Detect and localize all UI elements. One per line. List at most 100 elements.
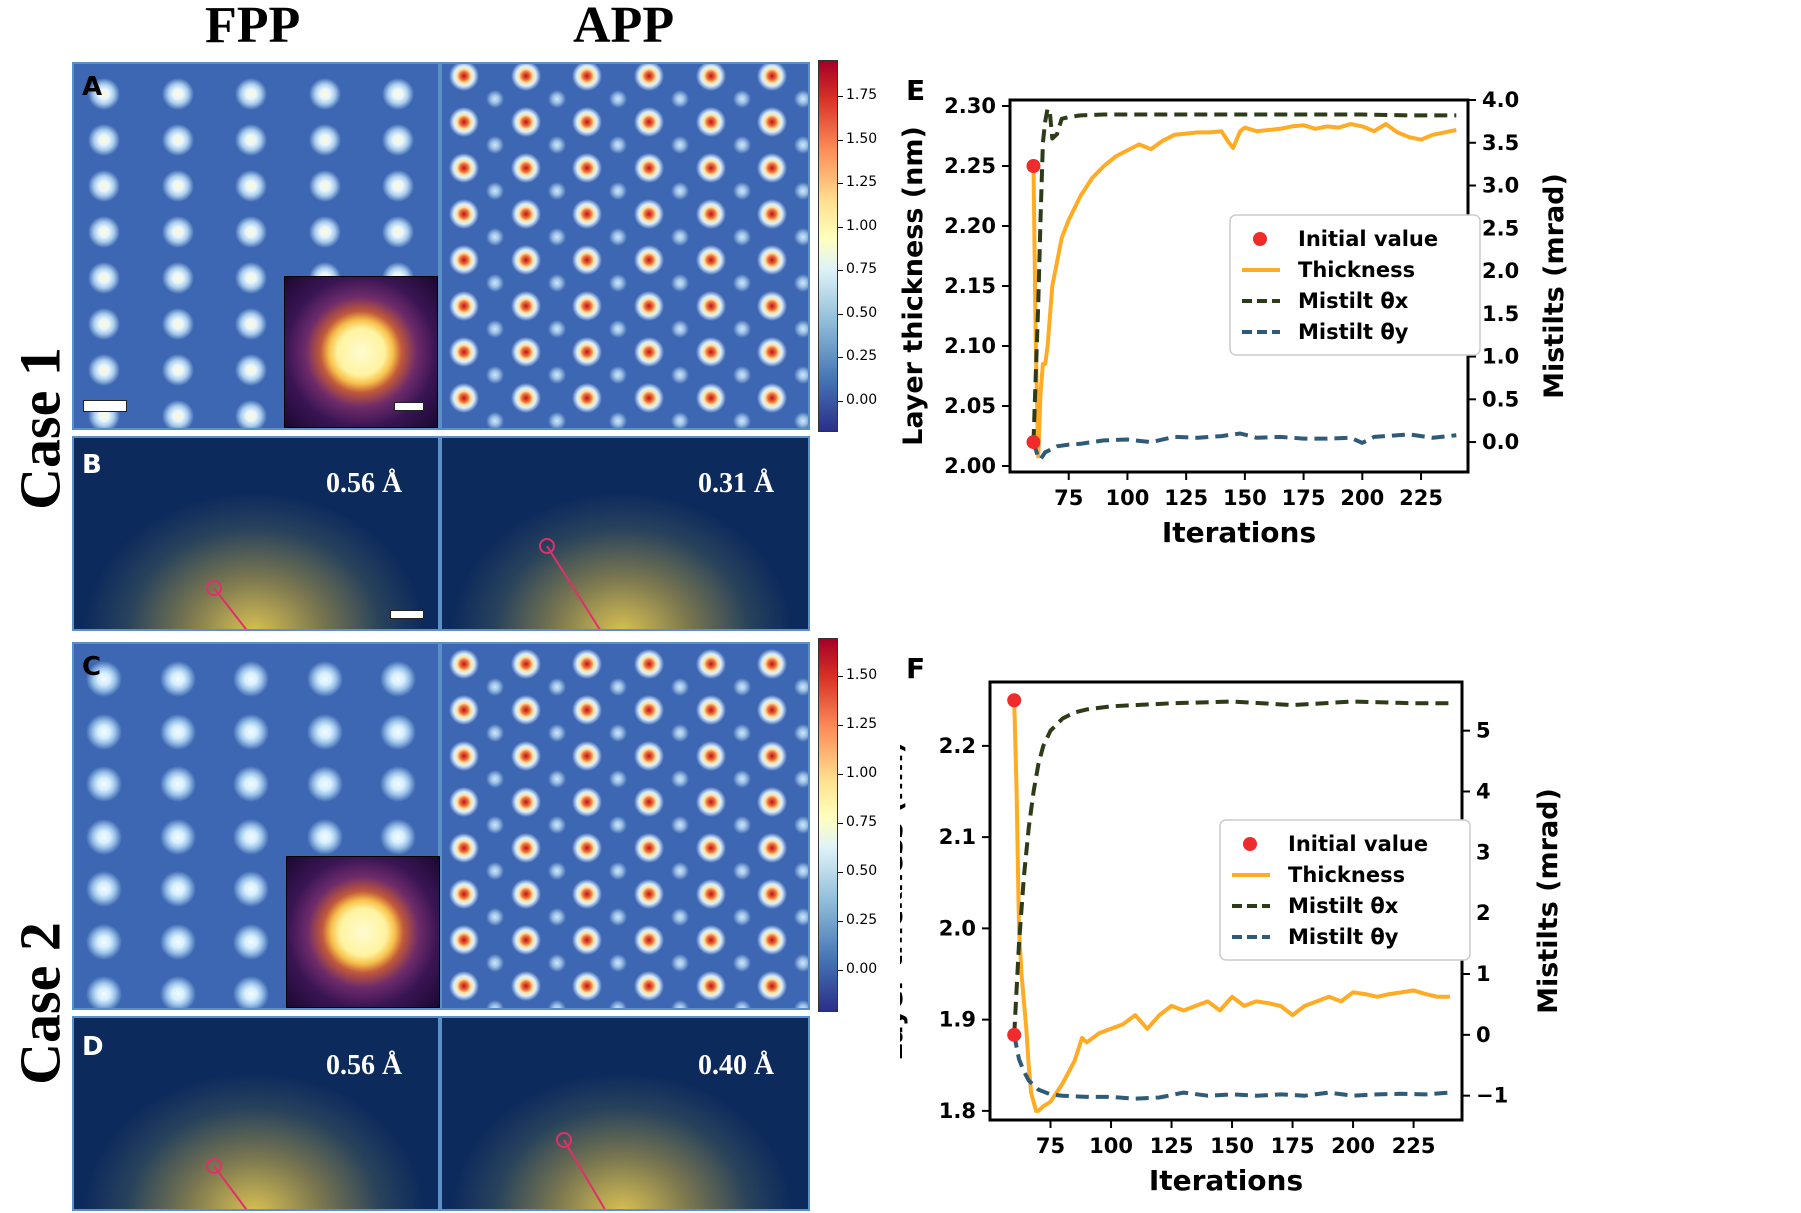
panel-d-app-resolution: 0.40 Å — [698, 1050, 775, 1081]
x-tick-label: 100 — [1106, 486, 1150, 510]
legend-marker — [1253, 232, 1267, 246]
initial-value-marker — [1026, 159, 1041, 173]
colorbar-tick-label: 1.25 — [846, 716, 878, 732]
fpp-column-title: FPP — [205, 0, 301, 54]
colorbar-tickmark — [838, 400, 843, 402]
chart-e: 75 100 125 150 175 200 225 2.00 2.05 2.10 2.15 2.20… — [900, 88, 1570, 549]
x-tick-label: 125 — [1150, 1134, 1194, 1158]
y-tick-label: 2.2 — [939, 734, 976, 758]
y2-tick-label: 3.5 — [1482, 131, 1519, 155]
colorbar-top — [818, 60, 838, 432]
y-tick-label: 2.05 — [944, 394, 996, 418]
colorbar-tickmark — [838, 872, 843, 873]
colorbar-tick-label: 0.50 — [846, 863, 878, 879]
colorbar-tick-label: 0.50 — [846, 304, 878, 321]
panel-b-scalebar — [390, 610, 424, 619]
colorbar-tickmark — [838, 226, 843, 228]
legend-label: Initial value — [1288, 832, 1428, 856]
colorbar-tickmark — [838, 270, 843, 271]
resolution-line — [563, 1139, 606, 1209]
colorbar-tickmark — [838, 183, 843, 184]
y2-tick-label: 5 — [1476, 719, 1491, 743]
y-axis-label: Layer thickness (nm) — [900, 741, 909, 1061]
y2-tick-label: 2 — [1476, 901, 1491, 925]
panel-b-app-diffraction — [440, 436, 810, 631]
y2-tick-label: 4.0 — [1482, 88, 1519, 112]
panel-d-letter: D — [82, 1032, 104, 1062]
colorbar-tick-label: 0.25 — [846, 912, 878, 928]
y-tick-label: 2.10 — [944, 334, 996, 358]
initial-value-marker — [1026, 435, 1041, 450]
aperture-marker — [556, 1132, 572, 1148]
x-tick-label: 225 — [1392, 1134, 1436, 1158]
x-axis-label: Iterations — [1149, 1164, 1303, 1197]
legend-label: Mistilt θx — [1298, 289, 1409, 313]
panel-b-fpp-diffraction — [72, 436, 440, 631]
x-tick-label: 175 — [1271, 1134, 1315, 1158]
resolution-line — [213, 1165, 248, 1209]
panel-a-inset-scalebar — [394, 402, 424, 411]
y2-tick-label: 1 — [1476, 962, 1491, 986]
initial-value-marker — [1007, 1027, 1022, 1042]
series-group — [1031, 106, 1457, 462]
resolution-line — [546, 545, 601, 629]
colorbar-tickmark — [838, 970, 843, 971]
series-line-mistiltx — [1031, 106, 1457, 443]
x-tick-label: 225 — [1399, 486, 1443, 510]
x-tick-label: 75 — [1054, 486, 1083, 510]
initial-value-marker — [1007, 693, 1022, 708]
x-tick-label: 200 — [1331, 1134, 1375, 1158]
y-tick-label: 1.9 — [939, 1008, 976, 1032]
panel-b-app-resolution: 0.31 Å — [698, 468, 775, 499]
y2-tick-label: 0.5 — [1482, 387, 1519, 411]
series-line-thickness — [1031, 122, 1457, 459]
panel-a-app-image — [440, 62, 810, 430]
x-tick-label: 150 — [1210, 1134, 1254, 1158]
colorbar-tickmark — [838, 676, 843, 677]
colorbar-tick-label: 1.50 — [846, 130, 878, 147]
colorbar-tickmark — [838, 357, 843, 358]
y2-tick-label: 2.5 — [1482, 216, 1519, 240]
y-tick-label: 2.15 — [944, 274, 996, 298]
y2-axis-label: Mistilts (mrad) — [1539, 173, 1570, 399]
colorbar-tick-label: 1.25 — [846, 174, 878, 190]
legend-box — [1219, 819, 1471, 961]
y-tick-label: 2.0 — [939, 916, 976, 940]
colorbar-bottom — [818, 638, 838, 1012]
series-line-mistilty — [1031, 431, 1457, 462]
colorbar-tickmark — [838, 96, 843, 97]
x-tick-label: 125 — [1164, 486, 1208, 510]
panel-a-scalebar — [83, 400, 127, 412]
app-column-title: APP — [573, 0, 675, 54]
colorbar-tick-label: 1.00 — [846, 217, 878, 234]
colorbar-tickmark — [838, 139, 843, 141]
y2-tick-label: 2.0 — [1482, 259, 1519, 283]
colorbar-tick-label: 0.75 — [846, 261, 878, 277]
legend-label: Thickness — [1298, 258, 1415, 282]
y2-axis-label: Mistilts (mrad) — [1533, 788, 1564, 1014]
colorbar-tick-label: 0.00 — [846, 961, 878, 977]
panel-d-app-diffraction — [440, 1016, 810, 1211]
y2-tick-label: −1 — [1476, 1084, 1508, 1108]
y2-tick-label: 0.0 — [1482, 430, 1519, 454]
panel-e-letter: E — [906, 74, 926, 107]
panel-b-fpp-resolution: 0.56 Å — [326, 468, 403, 499]
y-tick-label: 2.25 — [944, 154, 996, 178]
panel-a-fpp-image — [72, 62, 440, 430]
x-tick-label: 75 — [1036, 1134, 1065, 1158]
colorbar-tickmark — [838, 313, 843, 315]
y-axis-label: Layer thickness (nm) — [900, 126, 929, 446]
colorbar-tick-label: 1.75 — [846, 87, 878, 103]
legend-label: Mistilt θy — [1288, 925, 1399, 949]
panel-b-letter: B — [82, 450, 102, 480]
legend-label: Initial value — [1298, 227, 1438, 251]
panel-c-letter: C — [82, 652, 102, 682]
colorbar-tick-label: 1.50 — [846, 667, 878, 683]
panel-d-fpp-resolution: 0.56 Å — [326, 1050, 403, 1081]
panel-c-probe-inset — [286, 856, 440, 1008]
legend-label: Thickness — [1288, 863, 1405, 887]
y-tick-label: 2.20 — [944, 214, 996, 238]
y-tick-label: 2.00 — [944, 454, 996, 478]
y-tick-label: 2.30 — [944, 94, 996, 118]
series-line-mistiltx — [1012, 699, 1450, 1035]
